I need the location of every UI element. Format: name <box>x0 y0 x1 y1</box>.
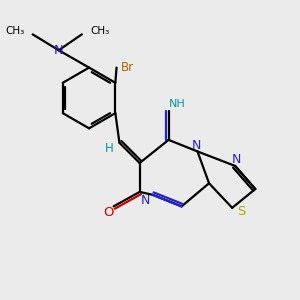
Text: N: N <box>191 139 201 152</box>
Text: S: S <box>237 205 245 218</box>
Text: CH₃: CH₃ <box>90 26 109 36</box>
Text: CH₃: CH₃ <box>5 26 25 36</box>
Text: N: N <box>232 153 241 166</box>
Text: H: H <box>105 142 114 155</box>
Text: N: N <box>54 44 64 57</box>
Text: O: O <box>103 206 114 219</box>
Text: N: N <box>141 194 150 207</box>
Text: NH: NH <box>169 99 186 109</box>
Text: Br: Br <box>121 61 134 74</box>
